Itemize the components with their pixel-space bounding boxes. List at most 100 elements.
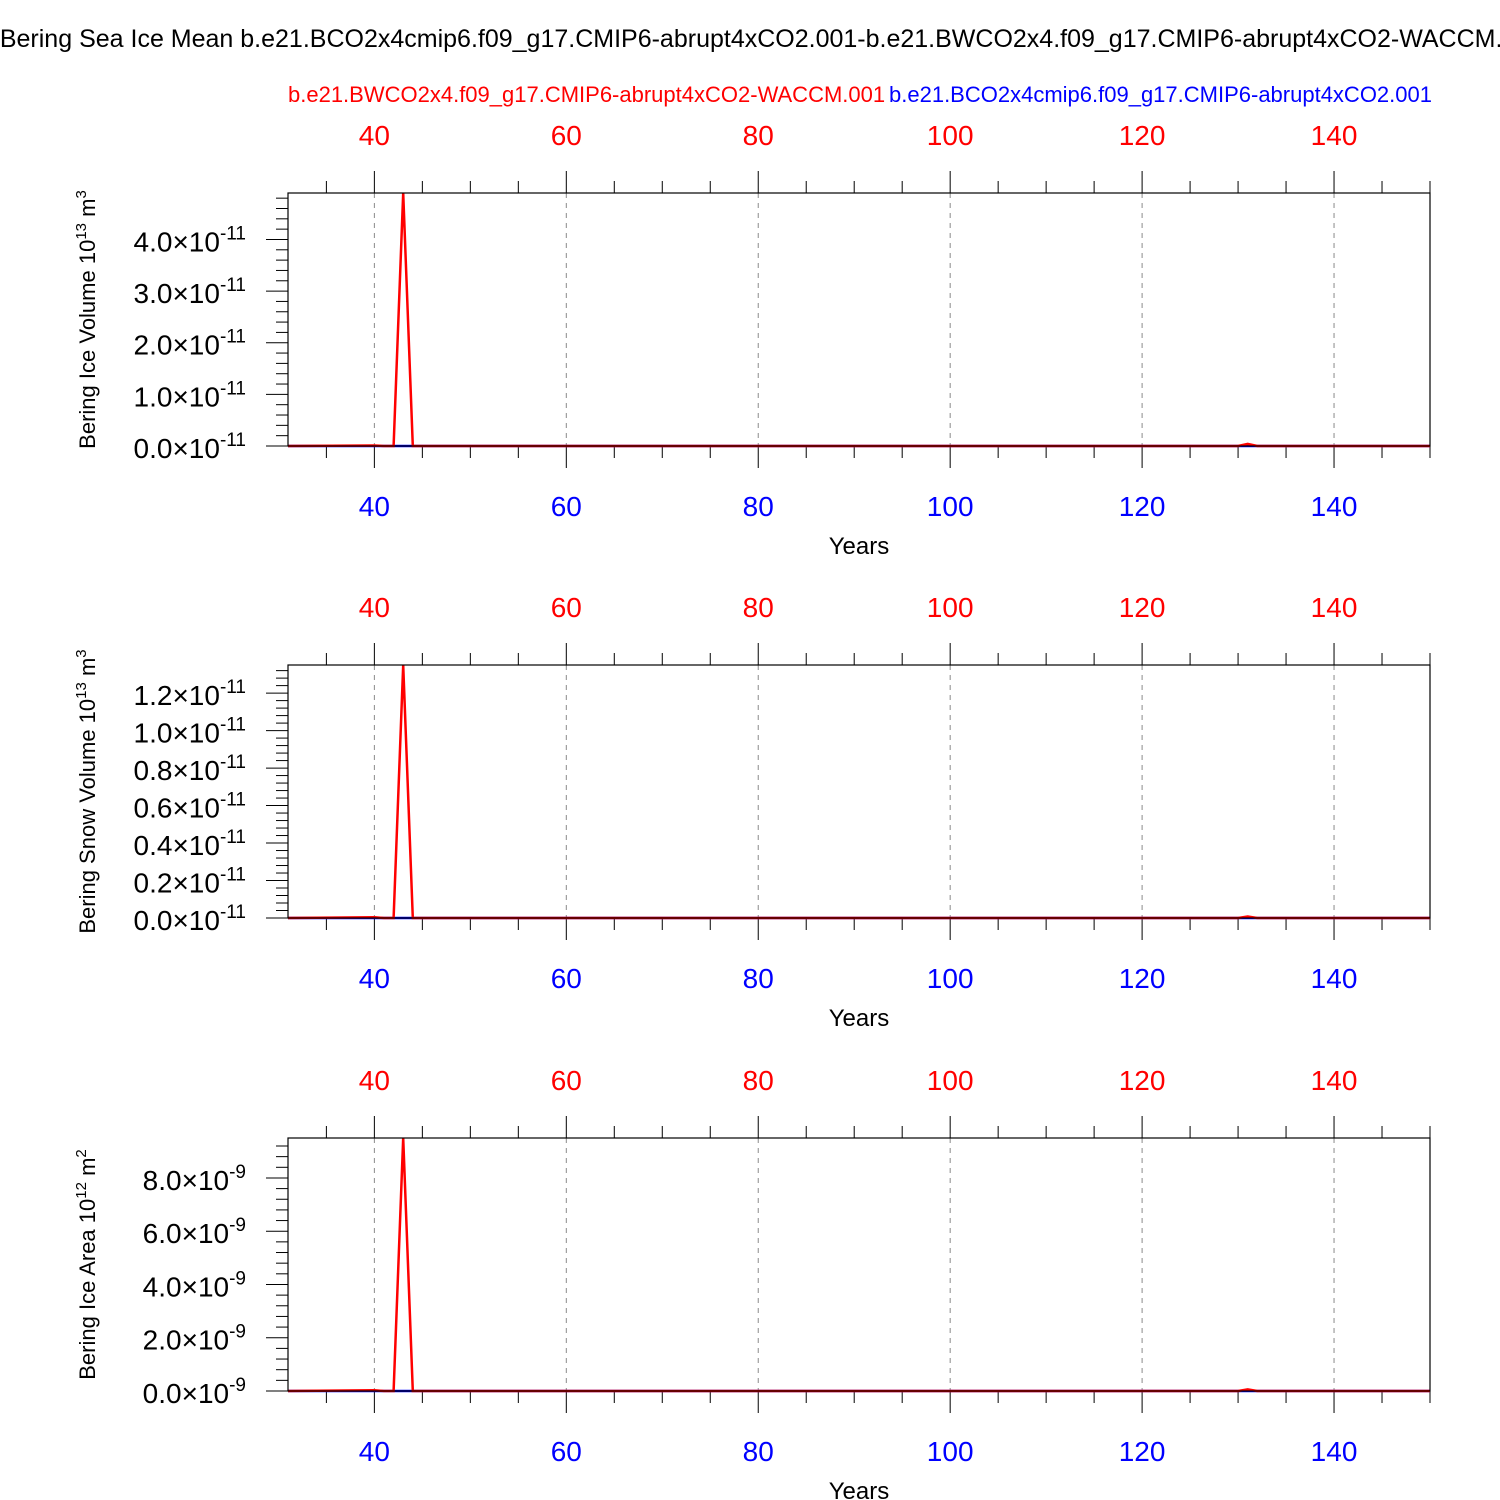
y-tick-times: ×10 xyxy=(172,226,220,257)
y-tick-times: ×10 xyxy=(172,278,220,309)
x-axis-label: Years xyxy=(829,533,890,560)
x-tick-label-bottom: 120 xyxy=(1119,491,1166,522)
x-tick-label-bottom: 120 xyxy=(1119,963,1166,994)
y-tick-times: ×10 xyxy=(172,381,220,412)
y-tick-times: ×10 xyxy=(182,1218,230,1249)
x-tick-label-bottom: 120 xyxy=(1119,1436,1166,1467)
series-line-red xyxy=(287,192,1430,448)
x-tick-label-bottom: 40 xyxy=(359,963,390,994)
y-tick-exponent: -11 xyxy=(220,827,246,848)
x-tick-label-bottom: 60 xyxy=(551,1436,582,1467)
x-tick-label-bottom: 80 xyxy=(743,1436,774,1467)
x-tick-label-top: 80 xyxy=(743,1065,774,1096)
x-tick-label-top: 100 xyxy=(927,592,974,623)
y-axis-label-part: m xyxy=(75,658,100,682)
y-tick-value: 0.0 xyxy=(134,433,173,464)
x-tick-label-top: 120 xyxy=(1119,120,1166,151)
y-tick-times: ×10 xyxy=(172,905,220,936)
y-tick-times: ×10 xyxy=(172,718,220,749)
y-tick-value: 0.0 xyxy=(143,1378,182,1409)
x-tick-label-top: 40 xyxy=(359,1065,390,1096)
y-tick-times: ×10 xyxy=(172,830,220,861)
y-tick-value: 0.0 xyxy=(134,905,173,936)
y-tick-exponent: -11 xyxy=(220,275,246,296)
y-tick-times: ×10 xyxy=(182,1378,230,1409)
x-tick-label-top: 140 xyxy=(1311,592,1358,623)
y-tick-value: 3.0 xyxy=(134,278,173,309)
y-axis-label-part: Bering Snow Volume 10 xyxy=(75,699,100,934)
y-tick-label: 0.2×10-11 xyxy=(134,865,247,899)
y-tick-label: 4.0×10-9 xyxy=(143,1268,246,1302)
y-tick-times: ×10 xyxy=(182,1325,230,1356)
y-tick-exponent: -11 xyxy=(220,865,246,886)
series-line-red xyxy=(287,664,1430,920)
x-tick-label-top: 60 xyxy=(551,592,582,623)
y-axis-label: Bering Ice Area 1012 m2 xyxy=(73,1149,100,1380)
y-tick-label: 3.0×10-11 xyxy=(134,275,247,309)
panels: 404060608080100100120120140140Years0.0×1… xyxy=(73,120,1431,1500)
x-tick-label-top: 80 xyxy=(743,120,774,151)
y-tick-label: 0.6×10-11 xyxy=(134,790,247,824)
y-axis-label-part: Bering Ice Volume 10 xyxy=(75,240,100,449)
y-tick-times: ×10 xyxy=(182,1165,230,1196)
panel-2: 404060608080100100120120140140Years0.0×1… xyxy=(73,592,1431,1032)
y-tick-value: 1.0 xyxy=(134,381,173,412)
y-tick-times: ×10 xyxy=(172,330,220,361)
y-tick-label: 0.0×10-11 xyxy=(134,902,247,936)
x-axis-label: Years xyxy=(829,1478,890,1500)
y-tick-exponent: -9 xyxy=(229,1375,246,1396)
y-tick-label: 0.0×10-9 xyxy=(143,1375,246,1409)
y-axis-label-part: Bering Ice Area 10 xyxy=(75,1199,100,1380)
x-tick-label-top: 40 xyxy=(359,592,390,623)
y-tick-value: 2.0 xyxy=(143,1325,182,1356)
y-tick-exponent: -11 xyxy=(220,327,246,348)
y-tick-label: 2.0×10-11 xyxy=(134,327,247,361)
y-axis-label-part: m xyxy=(75,1158,100,1182)
plot-frame xyxy=(287,1137,1431,1392)
x-tick-label-top: 100 xyxy=(927,120,974,151)
y-tick-exponent: -11 xyxy=(220,378,246,399)
x-tick-label-bottom: 100 xyxy=(927,963,974,994)
chart-title: Diff Bering Sea Ice Mean b.e21.BCO2x4cmi… xyxy=(0,25,1500,53)
legend-red-case: b.e21.BWCO2x4.f09_g17.CMIP6-abrupt4xCO2-… xyxy=(288,82,885,107)
y-tick-exponent: -11 xyxy=(220,677,246,698)
y-tick-value: 0.6 xyxy=(134,793,173,824)
y-tick-exponent: -9 xyxy=(229,1162,246,1183)
y-tick-exponent: -11 xyxy=(220,430,246,451)
panel-3: 404060608080100100120120140140Years0.0×1… xyxy=(73,1065,1431,1500)
y-tick-value: 1.2 xyxy=(134,680,173,711)
y-tick-label: 8.0×10-9 xyxy=(143,1162,246,1196)
x-tick-label-bottom: 80 xyxy=(743,963,774,994)
y-axis-label-part: m xyxy=(75,199,100,223)
y-axis-label-part: 13 xyxy=(73,223,90,240)
y-tick-label: 0.4×10-11 xyxy=(134,827,247,861)
y-tick-exponent: -11 xyxy=(220,223,246,244)
x-tick-label-top: 60 xyxy=(551,1065,582,1096)
y-axis-label: Bering Ice Volume 1013 m3 xyxy=(73,190,100,449)
plot-frame xyxy=(287,192,1431,447)
x-tick-label-bottom: 100 xyxy=(927,1436,974,1467)
x-tick-label-bottom: 60 xyxy=(551,491,582,522)
y-tick-exponent: -11 xyxy=(220,715,246,736)
x-tick-label-bottom: 140 xyxy=(1311,491,1358,522)
x-tick-label-top: 100 xyxy=(927,1065,974,1096)
y-axis-label-part: 2 xyxy=(73,1149,90,1157)
y-tick-times: ×10 xyxy=(182,1271,230,1302)
y-axis-label: Bering Snow Volume 1013 m3 xyxy=(73,649,100,933)
y-tick-label: 1.0×10-11 xyxy=(134,378,247,412)
x-tick-label-bottom: 100 xyxy=(927,491,974,522)
y-tick-value: 1.0 xyxy=(134,718,173,749)
series-line-red xyxy=(287,1137,1430,1393)
y-axis-label-part: 13 xyxy=(73,682,90,699)
plot-frame xyxy=(287,664,1431,919)
y-tick-exponent: -9 xyxy=(229,1268,246,1289)
y-tick-times: ×10 xyxy=(172,793,220,824)
y-tick-label: 2.0×10-9 xyxy=(143,1322,246,1356)
y-tick-exponent: -11 xyxy=(220,902,246,923)
y-tick-exponent: -11 xyxy=(220,790,246,811)
x-tick-label-bottom: 80 xyxy=(743,491,774,522)
y-tick-exponent: -9 xyxy=(229,1215,246,1236)
y-axis-label-part: 3 xyxy=(73,190,90,198)
x-tick-label-bottom: 40 xyxy=(359,491,390,522)
